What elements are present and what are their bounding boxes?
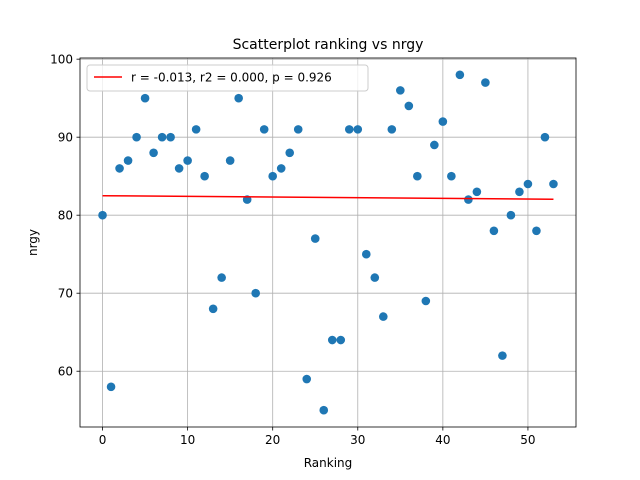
scatter-point — [438, 117, 448, 126]
x-tick-label: 30 — [350, 433, 365, 447]
scatter-point — [225, 156, 235, 165]
scatter-point — [447, 171, 456, 181]
scatter-point — [276, 164, 286, 173]
scatter-point — [234, 93, 243, 103]
y-axis-ticks: 60 70 80 90 100 — [50, 52, 80, 378]
scatter-point — [540, 132, 550, 142]
scatter-point — [310, 234, 320, 243]
scatter-point — [455, 70, 465, 80]
y-tick-label: 60 — [58, 364, 73, 378]
scatter-point — [489, 226, 499, 236]
y-tick-label: 100 — [50, 52, 73, 66]
fit-line-group — [102, 194, 554, 200]
scatter-point — [430, 140, 439, 150]
scatter-point — [515, 187, 524, 197]
y-tick-label: 70 — [58, 286, 73, 300]
scatter-point — [370, 273, 380, 282]
scatter-point — [191, 125, 201, 134]
scatter-point — [166, 132, 175, 142]
scatter-point — [413, 171, 422, 181]
scatter-point — [259, 125, 269, 134]
x-axis-ticks: 0 10 20 30 40 50 — [99, 427, 536, 447]
scatter-point — [132, 132, 141, 142]
legend: r = -0.013, r2 = 0.000, p = 0.926 — [86, 64, 369, 92]
scatter-point — [149, 148, 158, 158]
legend-entry-fit-line: r = -0.013, r2 = 0.000, p = 0.926 — [131, 71, 332, 85]
x-tick-label: 0 — [99, 433, 107, 447]
x-tick-label: 40 — [435, 433, 450, 447]
scatter-point — [115, 164, 124, 173]
legend-box — [86, 64, 369, 92]
plot-frame — [79, 57, 577, 428]
y-axis-label: nrgy — [26, 229, 40, 256]
chart-title: Scatterplot ranking vs nrgy — [233, 37, 424, 53]
scatter-point — [285, 148, 295, 158]
scatter-point — [404, 101, 414, 111]
scatter-point — [336, 335, 346, 345]
scatter-point — [251, 288, 260, 298]
scatter-point — [353, 125, 363, 134]
x-axis-label: Ranking — [304, 456, 353, 470]
scatter-point — [174, 164, 184, 173]
scatter-point — [217, 273, 226, 282]
data-points — [98, 70, 558, 415]
scatter-point — [123, 156, 133, 165]
scatter-point — [379, 312, 388, 321]
scatter-point — [532, 226, 541, 236]
scatter-point — [208, 304, 218, 314]
scatter-point — [549, 179, 558, 189]
scatter-point — [421, 296, 431, 306]
scatter-point — [344, 125, 354, 134]
scatter-point — [140, 93, 150, 103]
scatter-point — [98, 210, 107, 220]
x-tick-label: 20 — [265, 433, 280, 447]
scatter-point — [387, 125, 397, 134]
fit-line — [102, 194, 554, 200]
scatter-point — [319, 405, 329, 415]
scatter-point — [293, 125, 303, 134]
scatter-point — [472, 187, 482, 197]
x-tick-label: 50 — [520, 433, 535, 447]
scatter-point — [361, 249, 371, 259]
scatter-point — [481, 78, 490, 87]
x-tick-label: 10 — [180, 433, 195, 447]
scatter-point — [506, 210, 516, 220]
scatter-point — [498, 351, 507, 360]
scatter-point — [396, 86, 405, 95]
y-tick-label: 90 — [58, 130, 73, 144]
y-tick-label: 80 — [58, 208, 73, 222]
grid — [80, 58, 576, 427]
scatter-point — [523, 179, 533, 189]
scatter-point — [157, 132, 167, 142]
scatter-point — [302, 374, 312, 384]
scatter-point — [200, 171, 209, 181]
scatter-point — [106, 382, 116, 392]
scatter-point — [327, 335, 337, 345]
scatter-point — [464, 195, 473, 204]
scatter-point — [183, 156, 192, 165]
scatter-point — [268, 171, 277, 181]
